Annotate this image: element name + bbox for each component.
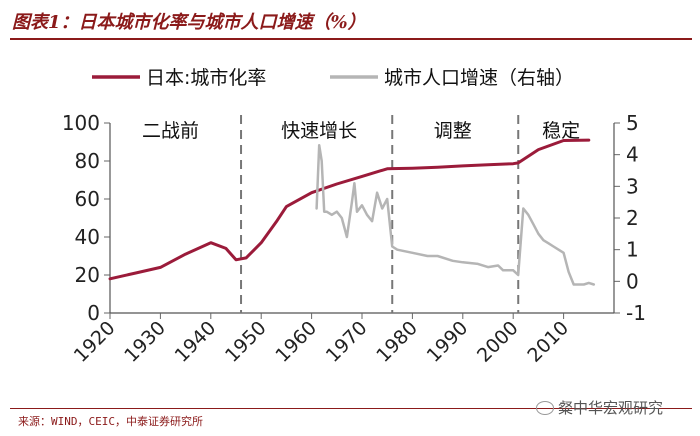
- urbanization-rate-line: [108, 138, 591, 281]
- y-right-tick-label: 3: [626, 174, 639, 198]
- x-tick-label: 1960: [271, 317, 321, 367]
- watermark: 粲中华宏观研究: [536, 397, 663, 418]
- y-right-tick-label: 5: [626, 111, 639, 135]
- legend-label-urbanization: 日本:城市化率: [146, 67, 266, 89]
- chart-title: 图表1：日本城市化率与城市人口增速（%）: [12, 12, 366, 33]
- phase-label: 快速增长: [281, 120, 357, 142]
- urban-population-growth-line: [315, 143, 596, 286]
- footer-divider: [10, 408, 692, 409]
- legend-label-growth: 城市人口增速（右轴）: [384, 67, 574, 89]
- x-tick-label: 1930: [120, 317, 170, 367]
- y-left-tick-label: 20: [75, 263, 100, 287]
- y-left-tick-label: 60: [75, 187, 100, 211]
- phase-label: 调整: [434, 120, 472, 142]
- y-left-tick-label: 40: [75, 225, 100, 249]
- phase-label: 二战前: [142, 120, 199, 142]
- x-tick-label: 1980: [372, 317, 422, 367]
- x-tick-label: 1940: [171, 317, 221, 367]
- y-right-tick-label: 4: [626, 143, 639, 167]
- x-tick-label: 1970: [322, 317, 372, 367]
- y-left-tick-label: 100: [62, 111, 100, 135]
- y-right-tick-label: 2: [626, 206, 639, 230]
- watermark-text: 粲中华宏观研究: [558, 399, 664, 417]
- x-tick-label: 2010: [523, 317, 573, 367]
- title-divider: [10, 38, 692, 40]
- phase-label: 稳定: [542, 120, 580, 142]
- wechat-icon: [536, 401, 554, 415]
- x-tick-label: 1950: [221, 317, 271, 367]
- y-right-tick-label: -1: [626, 301, 646, 325]
- x-tick-label: 2000: [473, 317, 523, 367]
- y-right-tick-label: 0: [626, 269, 639, 293]
- x-tick-label: 1990: [423, 317, 473, 367]
- source-note: 来源：WIND，CEIC，中泰证券研究所: [18, 415, 203, 428]
- y-right-tick-label: 1: [626, 238, 639, 262]
- y-left-tick-label: 0: [87, 301, 100, 325]
- y-left-tick-label: 80: [75, 149, 100, 173]
